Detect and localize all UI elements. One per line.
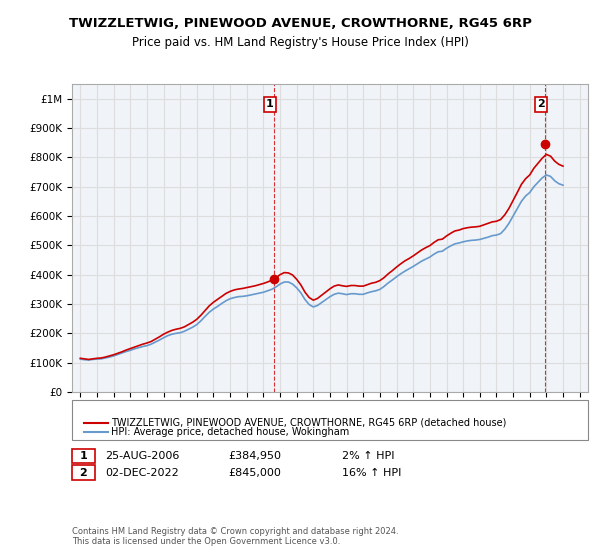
Text: Contains HM Land Registry data © Crown copyright and database right 2024.
This d: Contains HM Land Registry data © Crown c… — [72, 526, 398, 546]
Text: 25-AUG-2006: 25-AUG-2006 — [105, 451, 179, 461]
Text: Price paid vs. HM Land Registry's House Price Index (HPI): Price paid vs. HM Land Registry's House … — [131, 36, 469, 49]
Text: 16% ↑ HPI: 16% ↑ HPI — [342, 468, 401, 478]
Text: 2% ↑ HPI: 2% ↑ HPI — [342, 451, 395, 461]
Text: TWIZZLETWIG, PINEWOOD AVENUE, CROWTHORNE, RG45 6RP (detached house): TWIZZLETWIG, PINEWOOD AVENUE, CROWTHORNE… — [111, 418, 506, 428]
Text: HPI: Average price, detached house, Wokingham: HPI: Average price, detached house, Woki… — [111, 427, 349, 437]
Text: 2: 2 — [537, 100, 544, 109]
Text: 1: 1 — [266, 100, 274, 109]
Text: 1: 1 — [80, 451, 87, 461]
Text: 02-DEC-2022: 02-DEC-2022 — [105, 468, 179, 478]
Text: TWIZZLETWIG, PINEWOOD AVENUE, CROWTHORNE, RG45 6RP: TWIZZLETWIG, PINEWOOD AVENUE, CROWTHORNE… — [68, 17, 532, 30]
Text: 2: 2 — [80, 468, 87, 478]
Text: £384,950: £384,950 — [228, 451, 281, 461]
Text: £845,000: £845,000 — [228, 468, 281, 478]
